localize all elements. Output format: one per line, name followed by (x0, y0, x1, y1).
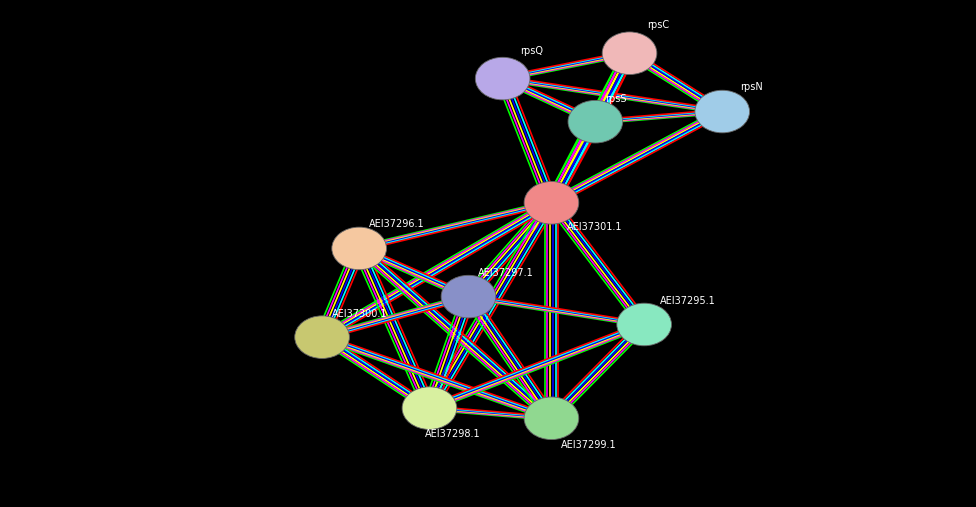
Text: AEI37298.1: AEI37298.1 (425, 429, 480, 440)
Text: rpsN: rpsN (740, 82, 762, 92)
Text: AEI37297.1: AEI37297.1 (478, 268, 534, 278)
Ellipse shape (524, 182, 579, 224)
Text: rpsS: rpsS (605, 94, 627, 104)
Ellipse shape (332, 227, 386, 270)
Text: rpsC: rpsC (647, 20, 670, 30)
Text: AEI37299.1: AEI37299.1 (561, 440, 617, 450)
Text: AEI37295.1: AEI37295.1 (660, 296, 715, 306)
Ellipse shape (524, 397, 579, 440)
Ellipse shape (402, 387, 457, 429)
Ellipse shape (441, 275, 496, 318)
Ellipse shape (568, 100, 623, 143)
Text: AEI37301.1: AEI37301.1 (567, 222, 623, 232)
Ellipse shape (295, 316, 349, 358)
Text: AEI37296.1: AEI37296.1 (369, 219, 425, 229)
Ellipse shape (475, 57, 530, 100)
Ellipse shape (617, 303, 671, 346)
Ellipse shape (695, 90, 750, 133)
Text: AEI37300.1: AEI37300.1 (332, 309, 387, 319)
Text: rpsQ: rpsQ (520, 46, 544, 56)
Ellipse shape (602, 32, 657, 75)
